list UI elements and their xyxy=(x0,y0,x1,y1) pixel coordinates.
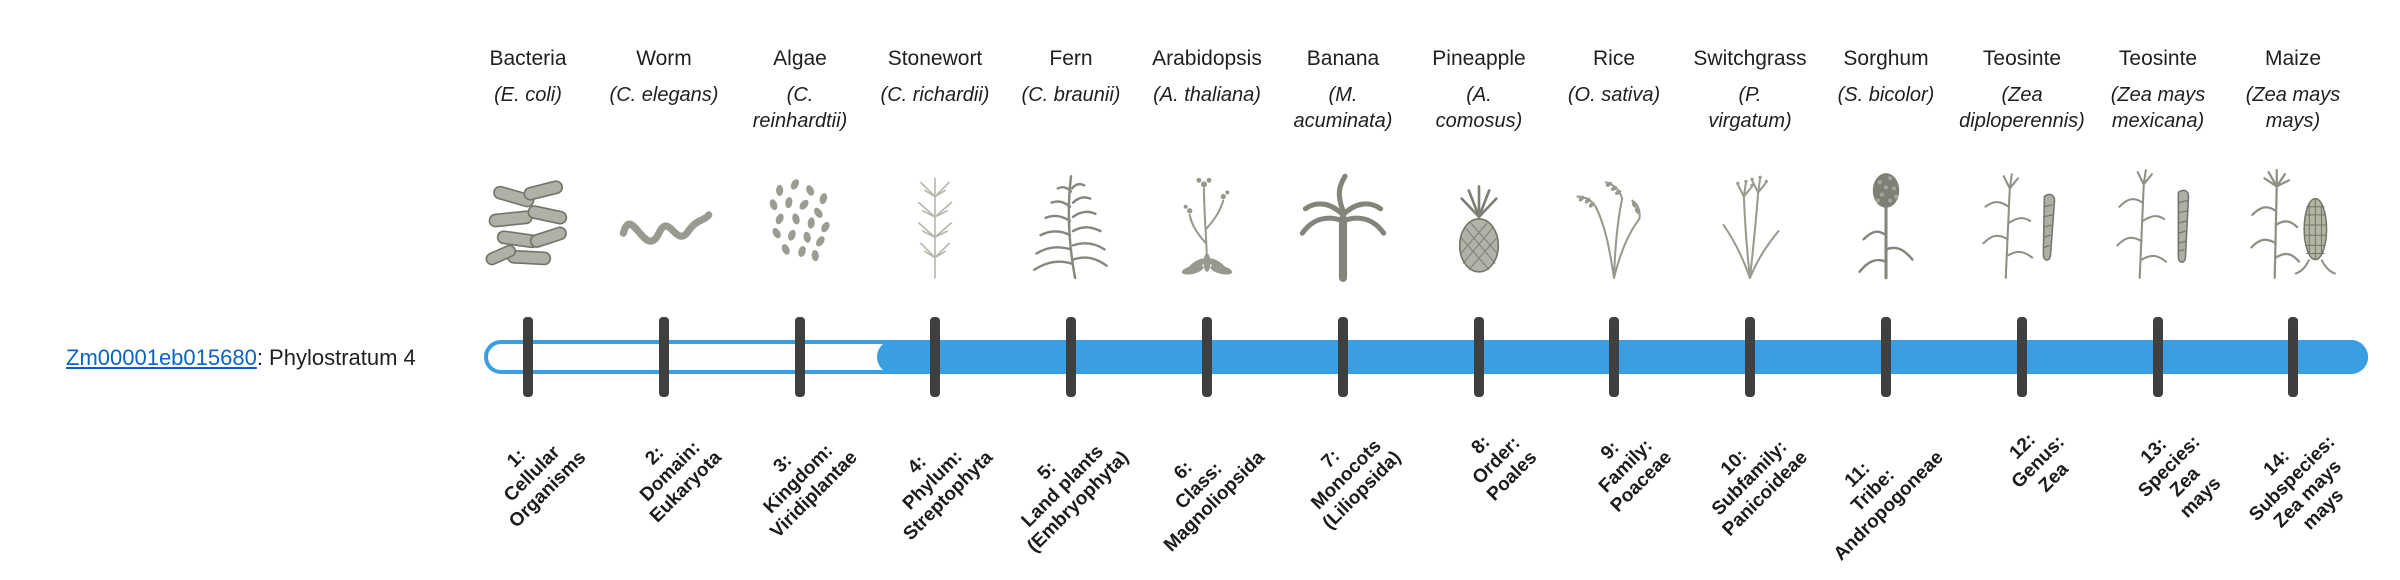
organism-column-13: Teosinte (Zea mays mexicana) xyxy=(2083,0,2233,300)
organism-name: Fern xyxy=(1049,47,1093,70)
organism-scientific-name: (S. bicolor) xyxy=(1837,84,1935,106)
stratum-tick-13 xyxy=(2153,317,2163,397)
organism-scientific-name: (Zea diploperennis) xyxy=(1959,84,2085,132)
stratum-tick-11 xyxy=(1881,317,1891,397)
pineapple-icon xyxy=(1419,158,1539,284)
organism-name: Teosinte xyxy=(2118,47,2198,70)
stratum-label-9: 9: Family: Poaceae xyxy=(1594,435,1676,517)
organism-name: Rice xyxy=(1592,47,1635,70)
organism-column-14: Maize (Zea mays mays) xyxy=(2218,0,2368,300)
stratum-label-13: 13: Species: Zea mays xyxy=(2134,431,2226,523)
organism-name: Arabidopsis xyxy=(1152,47,1262,70)
organism-scientific-name: (C. braunii) xyxy=(1021,84,1121,106)
teosinte-diploperennis-icon xyxy=(1962,158,2082,284)
stratum-label-10: 10: Subfamily: Panicoideae xyxy=(1708,436,1812,541)
arabidopsis-icon xyxy=(1147,158,1267,284)
stratum-label-6: 6: Class: Magnoliopsida xyxy=(1160,447,1269,557)
organism-scientific-name: (O. sativa) xyxy=(1567,84,1661,106)
organism-name: Switchgrass xyxy=(1693,47,1807,70)
organism-scientific-name: (P. virgatum) xyxy=(1708,84,1792,132)
stratum-label-12: 12: Genus: Zea xyxy=(2005,429,2073,497)
fern-icon xyxy=(1011,158,1131,284)
organism-column-2: Worm (C. elegans) xyxy=(589,0,739,300)
algae-icon xyxy=(740,158,860,284)
timeline-filled-bar xyxy=(877,340,2368,374)
organism-scientific-name: (E. coli) xyxy=(494,84,562,106)
stratum-tick-12 xyxy=(2017,317,2027,397)
worm-icon xyxy=(604,158,724,284)
stratum-label-11: 11: Tribe: Andropogoneae xyxy=(1830,447,1948,565)
organism-column-10: Switchgrass (P. virgatum) xyxy=(1675,0,1825,300)
organism-column-5: Fern (C. braunii) xyxy=(996,0,1146,300)
organism-name: Pineapple xyxy=(1432,47,1526,70)
bacteria-icon xyxy=(468,158,588,284)
stratum-label-14: 14: Subspecies: Zea mays mays xyxy=(2245,431,2349,535)
stratum-tick-4 xyxy=(930,317,940,397)
organism-name: Worm xyxy=(636,47,692,70)
organism-scientific-name: (M. acuminata) xyxy=(1293,84,1393,132)
organism-column-7: Banana (M. acuminata) xyxy=(1268,0,1418,300)
gene-label: Zm00001eb015680: Phylostratum 4 xyxy=(66,344,416,372)
teosinte-mexicana-icon xyxy=(2098,158,2218,284)
stratum-tick-2 xyxy=(659,317,669,397)
organism-scientific-name: (A. thaliana) xyxy=(1153,84,1261,106)
organism-name: Algae xyxy=(773,47,827,70)
organism-name: Banana xyxy=(1306,47,1380,70)
sorghum-icon xyxy=(1826,158,1946,284)
organism-column-1: Bacteria (E. coli) xyxy=(453,0,603,300)
organism-name: Stonewort xyxy=(887,47,983,70)
stratum-tick-1 xyxy=(523,317,533,397)
rice-icon xyxy=(1554,158,1674,284)
organism-scientific-name: (C. richardii) xyxy=(880,84,990,106)
organism-name: Maize xyxy=(2264,47,2322,70)
switchgrass-icon xyxy=(1690,158,1810,284)
stratum-tick-8 xyxy=(1474,317,1484,397)
organism-scientific-name: (C. elegans) xyxy=(609,84,719,106)
organism-name: Sorghum xyxy=(1843,47,1929,70)
organism-column-8: Pineapple (A. comosus) xyxy=(1404,0,1554,300)
organism-scientific-name: (C. reinhardtii) xyxy=(752,84,848,132)
stratum-label-4: 4: Phylum: Streptophyta xyxy=(898,446,997,545)
stratum-tick-9 xyxy=(1609,317,1619,397)
stratum-label-7: 7: Monocots (Liliopsida) xyxy=(1307,435,1405,534)
stratum-tick-6 xyxy=(1202,317,1212,397)
stratum-tick-14 xyxy=(2288,317,2298,397)
organism-name: Bacteria xyxy=(489,47,567,70)
banana-icon xyxy=(1283,158,1403,284)
organism-column-6: Arabidopsis (A. thaliana) xyxy=(1132,0,1282,300)
organism-column-9: Rice (O. sativa) xyxy=(1539,0,1689,300)
organism-column-11: Sorghum (S. bicolor) xyxy=(1811,0,1961,300)
stratum-tick-7 xyxy=(1338,317,1348,397)
organism-name: Teosinte xyxy=(1982,47,2062,70)
organism-column-3: Algae (C. reinhardtii) xyxy=(725,0,875,300)
stratum-label-1: 1: Cellular Organisms xyxy=(499,442,590,533)
stratum-tick-10 xyxy=(1745,317,1755,397)
organism-column-4: Stonewort (C. richardii) xyxy=(860,0,1010,300)
stratum-label-5: 5: Land plants (Embryophyta) xyxy=(1017,441,1133,557)
stratum-label-3: 3: Kingdom: Viridiplantae xyxy=(760,440,862,543)
organism-scientific-name: (Zea mays mexicana) xyxy=(2110,84,2206,132)
organism-scientific-name: (A. comosus) xyxy=(1435,84,1523,132)
gene-link[interactable]: Zm00001eb015680 xyxy=(66,345,257,370)
stratum-tick-3 xyxy=(795,317,805,397)
stratum-label-8: 8: Order: Poales xyxy=(1467,431,1541,506)
stratum-tick-5 xyxy=(1066,317,1076,397)
stonewort-icon xyxy=(875,158,995,284)
stratum-label-2: 2: Domain: Eukaryota xyxy=(636,437,726,527)
gene-label-suffix: : Phylostratum 4 xyxy=(256,345,416,370)
organism-column-12: Teosinte (Zea diploperennis) xyxy=(1947,0,2097,300)
maize-icon xyxy=(2233,158,2353,284)
organism-scientific-name: (Zea mays mays) xyxy=(2245,84,2341,132)
